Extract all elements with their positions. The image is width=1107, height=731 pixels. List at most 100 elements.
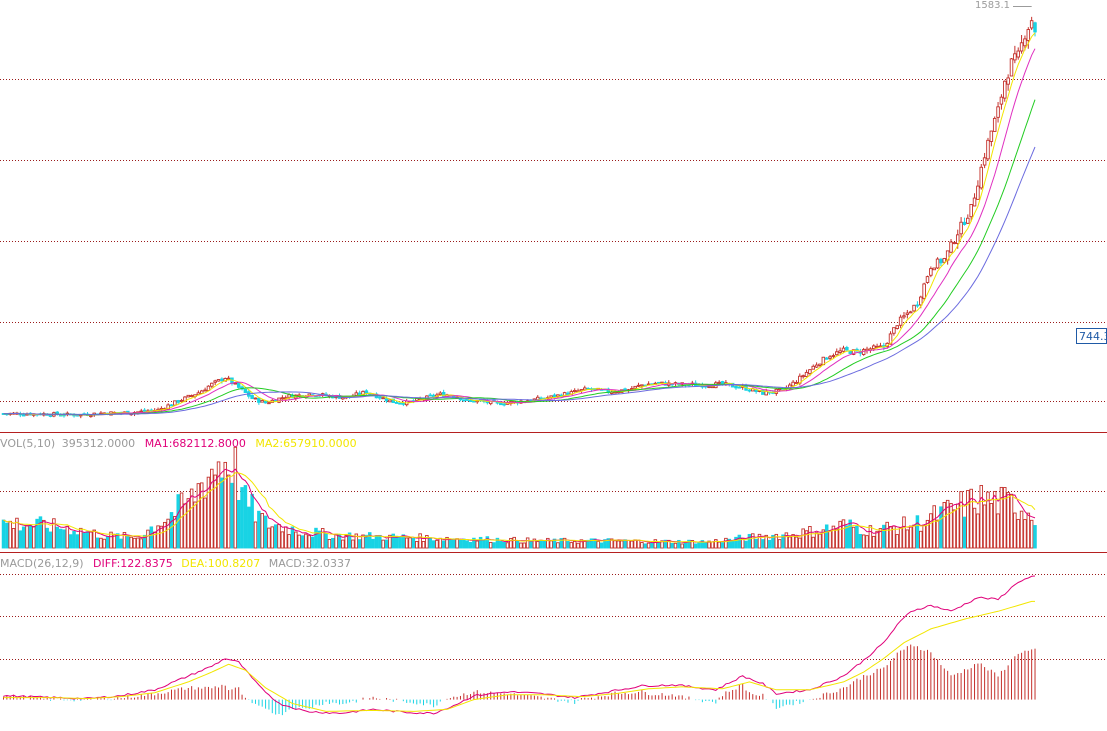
volume-bar-down bbox=[495, 537, 500, 549]
candle-up bbox=[838, 350, 842, 353]
volume-bar-down bbox=[485, 536, 490, 549]
candle-up bbox=[388, 399, 392, 403]
volume-bar-up bbox=[633, 539, 637, 549]
vol-ma2-colon: : bbox=[279, 437, 283, 450]
vol-legend-title: VOL(5,10) bbox=[0, 437, 55, 450]
volume-bar-up bbox=[717, 541, 721, 549]
volume-bar-up bbox=[989, 503, 994, 549]
volume-bar-up bbox=[794, 536, 799, 549]
volume-bar-up bbox=[418, 533, 422, 549]
volume-bar-down bbox=[962, 516, 967, 549]
volume-bar-up bbox=[196, 483, 201, 549]
candle-up bbox=[139, 410, 144, 413]
candle-down bbox=[462, 399, 466, 402]
candle-up bbox=[922, 283, 926, 299]
candle-up bbox=[919, 296, 923, 306]
volume-bar-up bbox=[835, 528, 839, 549]
volume-bar-up bbox=[15, 517, 19, 549]
volume-bar-up bbox=[935, 519, 940, 549]
candle-down bbox=[845, 347, 849, 351]
volume-bar-up bbox=[166, 518, 170, 549]
volume-bar-down bbox=[734, 536, 738, 549]
chart-grid bbox=[0, 79, 1107, 660]
volume-bar-down bbox=[126, 535, 130, 549]
volume-bar-down bbox=[515, 540, 520, 549]
candle-up bbox=[912, 304, 916, 312]
macd-hist-value: 32.0337 bbox=[305, 557, 351, 570]
volume-bar-up bbox=[89, 531, 93, 549]
candle-down bbox=[357, 392, 362, 396]
volume-bar-down bbox=[677, 539, 681, 549]
candle-down bbox=[250, 395, 254, 400]
vol-legend: VOL(5,10) 395312.0000 MA1:682112.8000 MA… bbox=[0, 437, 357, 450]
candle-up bbox=[280, 397, 285, 400]
volume-bar-up bbox=[156, 525, 160, 549]
volume-bar-down bbox=[324, 533, 328, 549]
high-price-label: 1583.1 bbox=[975, 0, 1010, 11]
volume-bar-up bbox=[344, 535, 348, 549]
volume-bar-up bbox=[210, 468, 214, 549]
volume-bar-up bbox=[445, 536, 449, 549]
volume-bar-up bbox=[945, 499, 950, 549]
volume-bar-up bbox=[1016, 519, 1020, 549]
volume-bar-up bbox=[334, 533, 338, 549]
vol-legend-value: 395312.0000 bbox=[62, 437, 135, 450]
candle-up bbox=[640, 384, 644, 387]
volume-bar-up bbox=[868, 525, 873, 549]
volume-bar-up bbox=[640, 542, 644, 549]
candle-up bbox=[905, 312, 910, 315]
candle-up bbox=[226, 377, 231, 380]
candle-up bbox=[636, 384, 641, 387]
volume-bar-up bbox=[562, 537, 567, 549]
candle-up bbox=[794, 381, 799, 384]
candle-down bbox=[401, 402, 406, 405]
candle-up bbox=[989, 130, 994, 142]
candle-up bbox=[959, 221, 963, 235]
candle-down bbox=[939, 258, 943, 264]
candle-down bbox=[761, 389, 765, 395]
candle-up bbox=[996, 106, 1000, 118]
candle-down bbox=[502, 403, 506, 406]
volume-bar-down bbox=[458, 539, 463, 549]
volume-bar-up bbox=[616, 540, 621, 549]
candle-up bbox=[811, 365, 816, 370]
volume-bar-up bbox=[919, 530, 923, 549]
volume-bar-down bbox=[35, 518, 39, 549]
volume-bar-down bbox=[502, 541, 506, 549]
candle-up bbox=[828, 356, 832, 359]
volume-bar-up bbox=[784, 532, 789, 549]
volume-bar-down bbox=[314, 527, 318, 549]
volume-bar-down bbox=[693, 543, 698, 549]
candle-up bbox=[572, 389, 577, 392]
candle-up bbox=[707, 386, 711, 388]
volume-bar-up bbox=[959, 491, 963, 549]
volume-bar-down bbox=[18, 530, 23, 549]
volume-bar-up bbox=[455, 538, 459, 549]
volume-bar-up bbox=[885, 521, 889, 549]
volume-bar-up bbox=[186, 498, 191, 549]
volume-bar-down bbox=[236, 500, 241, 549]
candle-up bbox=[287, 394, 291, 398]
volume-bar-down bbox=[465, 540, 469, 549]
vol-ma10-line bbox=[3, 472, 1036, 543]
volume-bar-up bbox=[341, 539, 345, 549]
volume-bar-up bbox=[488, 541, 493, 549]
volume-bar-down bbox=[142, 534, 147, 549]
volume-bar-up bbox=[146, 529, 150, 549]
volume-bar-up bbox=[838, 520, 842, 549]
volume-bar-down bbox=[468, 541, 473, 549]
volume-bar-up bbox=[811, 536, 816, 549]
volume-bar-up bbox=[925, 519, 930, 549]
volume-bar-down bbox=[643, 543, 648, 549]
volume-bar-up bbox=[435, 539, 439, 549]
volume-bar-up bbox=[680, 543, 684, 549]
volume-bar-up bbox=[183, 503, 187, 549]
volume-bar-down bbox=[290, 526, 295, 549]
volume-bar-down bbox=[48, 531, 53, 549]
candle-up bbox=[942, 258, 947, 263]
macd-dea-colon: : bbox=[204, 557, 208, 570]
candle-up bbox=[267, 402, 271, 405]
volume-bar-down bbox=[939, 506, 943, 549]
volume-bar-up bbox=[287, 534, 291, 549]
